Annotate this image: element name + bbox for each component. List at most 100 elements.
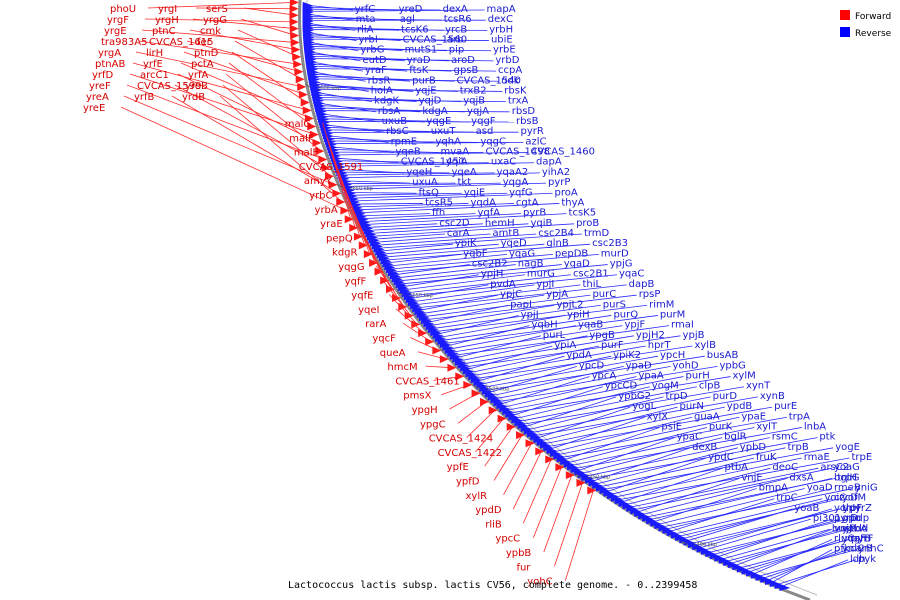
reverse-gene-label-trxa[interactable]: trxA (508, 96, 529, 107)
forward-gene-label-yrfa[interactable]: yrfA (188, 70, 209, 81)
reverse-gene-label-mvaa[interactable]: mvaA (440, 147, 469, 158)
reverse-gene-label-ypae[interactable]: ypaE (741, 411, 766, 422)
forward-gene-label-ypfe[interactable]: ypfE (447, 462, 469, 473)
forward-gene-feature[interactable] (289, 0, 299, 7)
forward-gene-feature[interactable] (488, 406, 498, 415)
reverse-gene-label-cara[interactable]: carA (447, 228, 470, 239)
forward-gene-label-yrga[interactable]: yrgA (98, 48, 121, 59)
forward-gene-label-malf[interactable]: malF (289, 133, 314, 144)
forward-gene-feature[interactable] (291, 45, 301, 54)
reverse-gene-label-eutd[interactable]: eutD (362, 55, 386, 66)
reverse-gene-label-yiha2[interactable]: yihA2 (542, 167, 570, 178)
reverse-gene-label-pdp[interactable]: pdp (850, 513, 869, 524)
reverse-gene-label-yqga[interactable]: yqgA (503, 177, 529, 188)
forward-gene-feature[interactable] (545, 455, 555, 464)
forward-gene-label-cvcas-1422[interactable]: CVCAS_1422 (438, 448, 502, 459)
forward-gene-label-yqcf[interactable]: yqcF (372, 334, 396, 345)
reverse-gene-label-purk[interactable]: purK (709, 421, 733, 432)
reverse-gene-label-dexa[interactable]: dexA (443, 4, 468, 15)
forward-gene-feature[interactable] (555, 463, 565, 472)
reverse-gene-label-yqac[interactable]: yqaC (619, 269, 644, 280)
forward-gene-label-pepq[interactable]: pepQ (326, 233, 353, 244)
forward-gene-feature[interactable] (318, 155, 328, 164)
reverse-gene-label-ffh[interactable]: ffh (432, 208, 445, 219)
forward-gene-label-yrgi[interactable]: yrgI (158, 4, 177, 15)
reverse-gene-feature[interactable] (481, 387, 493, 395)
forward-gene-feature[interactable] (294, 67, 304, 76)
reverse-gene-label-azlc[interactable]: azlC (525, 136, 546, 147)
reverse-gene-feature[interactable] (536, 438, 548, 446)
reverse-gene-label-yraf[interactable]: yraF (365, 65, 387, 76)
reverse-gene-label-tcsk5[interactable]: tcsK5 (569, 208, 597, 219)
reverse-gene-feature[interactable] (499, 405, 511, 413)
forward-gene-feature[interactable] (411, 320, 421, 329)
forward-gene-feature[interactable] (587, 486, 597, 495)
reverse-gene-label-yrbg[interactable]: yrbG (360, 45, 384, 56)
reverse-gene-label-murg[interactable]: murG (527, 269, 555, 280)
reverse-gene-feature[interactable] (511, 416, 523, 424)
reverse-gene-feature[interactable] (530, 433, 542, 441)
forward-gene-feature[interactable] (576, 478, 586, 487)
forward-gene-label-yree[interactable]: yreE (83, 103, 105, 114)
forward-gene-label-yrae[interactable]: yraE (320, 219, 342, 230)
reverse-gene-label-rluc[interactable]: rluC (834, 533, 854, 544)
reverse-gene-label-tcsr5[interactable]: tcsR5 (425, 197, 453, 208)
reverse-gene-label-yrbd[interactable]: yrbD (495, 55, 519, 66)
reverse-gene-label-pyk[interactable]: pyk (858, 554, 876, 565)
forward-gene-label-ypdd[interactable]: ypdD (475, 505, 502, 516)
reverse-gene-label-purf[interactable]: purF (601, 340, 624, 351)
reverse-gene-label-ypjh[interactable]: ypjH (481, 269, 504, 280)
forward-gene-feature[interactable] (290, 31, 300, 40)
reverse-gene-label-xynt[interactable]: xynT (746, 381, 771, 392)
forward-gene-label-ptnc[interactable]: ptnC (152, 26, 176, 37)
reverse-gene-label-asd[interactable]: asd (476, 126, 494, 137)
forward-gene-label-yrfd[interactable]: yrfD (92, 70, 114, 81)
reverse-gene-label-ypch[interactable]: ypcH (660, 350, 685, 361)
reverse-gene-feature[interactable] (546, 447, 558, 455)
reverse-gene-label-ftsq[interactable]: ftsQ (419, 187, 439, 198)
reverse-gene-label-yoad[interactable]: yoaD (807, 483, 833, 494)
forward-gene-feature[interactable] (425, 337, 435, 346)
reverse-gene-label-csc2b1[interactable]: csc2B1 (573, 269, 609, 280)
reverse-gene-label-guaa[interactable]: guaA (694, 411, 720, 422)
forward-gene-label-yrfb[interactable]: yrfB (134, 92, 155, 103)
reverse-gene-label-yqfa[interactable]: yqfA (478, 208, 501, 219)
forward-gene-label-yohc[interactable]: yohC (527, 577, 552, 588)
reverse-gene-label-prob[interactable]: proB (576, 218, 599, 229)
forward-gene-feature[interactable] (358, 241, 368, 250)
reverse-gene-label-csc2b4[interactable]: csc2B4 (538, 228, 574, 239)
reverse-gene-label-pi301[interactable]: pi301 (813, 513, 841, 524)
reverse-gene-label-yohh[interactable]: yohH (834, 503, 860, 514)
reverse-gene-label-xylx[interactable]: xylX (647, 411, 669, 422)
forward-gene-label-rlib[interactable]: rliB (485, 519, 502, 530)
forward-gene-label-phou[interactable]: phoU (110, 4, 136, 15)
reverse-gene-label-psie[interactable]: psiE (661, 421, 682, 432)
reverse-gene-label-uxua[interactable]: uxuA (412, 177, 438, 188)
forward-gene-label-malg[interactable]: malG (285, 119, 311, 130)
reverse-gene-label-ypjc[interactable]: ypjC (500, 289, 522, 300)
forward-gene-label-yref[interactable]: yreF (89, 81, 111, 92)
reverse-gene-label-csc2b3[interactable]: csc2B3 (592, 238, 628, 249)
reverse-gene-label-purl[interactable]: purL (543, 330, 566, 341)
reverse-gene-label-ypik2[interactable]: ypiK2 (613, 350, 641, 361)
reverse-gene-feature[interactable] (508, 413, 520, 421)
forward-gene-feature[interactable] (290, 38, 300, 47)
reverse-gene-label-busr[interactable]: busR (832, 523, 857, 534)
reverse-gene-label-pyrp[interactable]: pyrP (548, 177, 570, 188)
reverse-gene-label-dapb[interactable]: dapB (629, 279, 655, 290)
reverse-gene-label-rpsp[interactable]: rpsP (639, 289, 661, 300)
reverse-gene-feature[interactable] (479, 384, 491, 392)
reverse-gene-label-yqfg[interactable]: yqfG (509, 187, 533, 198)
forward-gene-feature[interactable] (289, 24, 299, 33)
reverse-gene-label-tkt[interactable]: tkt (457, 177, 471, 188)
reverse-gene-label-yqed[interactable]: yqeD (501, 238, 527, 249)
reverse-gene-feature[interactable] (779, 583, 791, 591)
reverse-gene-label-mapa[interactable]: mapA (487, 4, 516, 15)
reverse-gene-label-ypgb[interactable]: ypgB (589, 330, 615, 341)
reverse-gene-label-rbsd[interactable]: rbsD (512, 106, 536, 117)
reverse-gene-label-rbsr[interactable]: rbsR (368, 75, 391, 86)
reverse-gene-label-pepdb[interactable]: pepDB (555, 248, 589, 259)
reverse-gene-label-hemh[interactable]: hemH (485, 218, 515, 229)
reverse-gene-label-udk[interactable]: udk (501, 75, 520, 86)
forward-gene-feature[interactable] (289, 11, 299, 20)
